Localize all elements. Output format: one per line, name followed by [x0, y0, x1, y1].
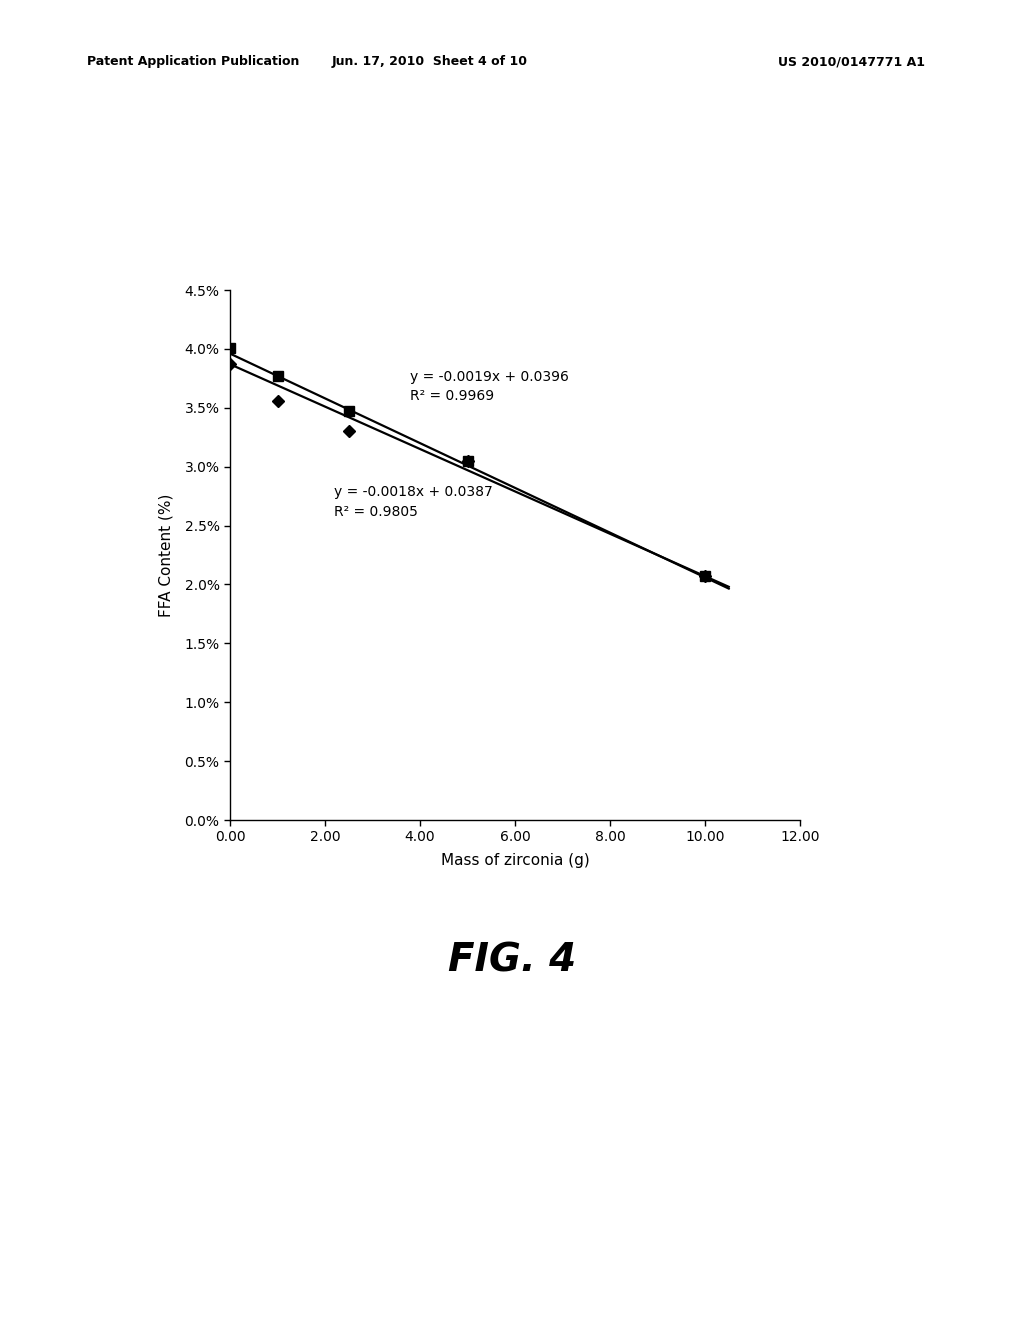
- Text: Jun. 17, 2010  Sheet 4 of 10: Jun. 17, 2010 Sheet 4 of 10: [332, 55, 528, 69]
- X-axis label: Mass of zirconia (g): Mass of zirconia (g): [440, 853, 590, 867]
- Text: FIG. 4: FIG. 4: [447, 941, 577, 979]
- Text: US 2010/0147771 A1: US 2010/0147771 A1: [778, 55, 926, 69]
- Text: y = -0.0019x + 0.0396
R² = 0.9969: y = -0.0019x + 0.0396 R² = 0.9969: [411, 370, 569, 404]
- Text: y = -0.0018x + 0.0387
R² = 0.9805: y = -0.0018x + 0.0387 R² = 0.9805: [335, 486, 494, 519]
- Text: Patent Application Publication: Patent Application Publication: [87, 55, 299, 69]
- Y-axis label: FFA Content (%): FFA Content (%): [159, 494, 173, 616]
